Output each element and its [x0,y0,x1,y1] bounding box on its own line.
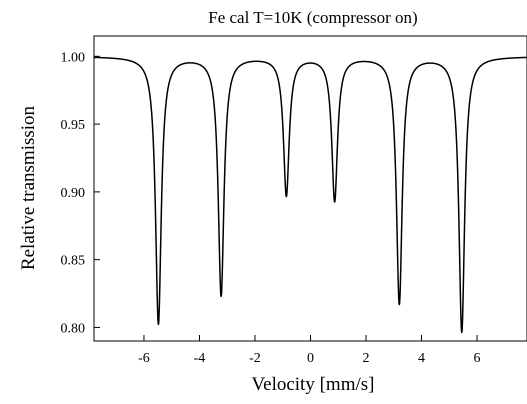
y-tick-label: 0.90 [61,186,86,201]
x-tick-label: -6 [138,351,150,366]
x-axis-ticks: -6 -4 -2 0 2 4 6 [138,335,481,366]
x-tick-label: 2 [363,351,370,366]
x-tick-label: -2 [249,351,261,366]
y-tick-label: 0.95 [61,118,86,133]
y-tick-label: 1.00 [61,50,86,65]
spectrum-line [93,56,527,334]
y-axis-label: Relative transmission [18,105,39,270]
x-axis-label: Velocity [mm/s] [252,374,375,395]
chart-title: Fe cal T=10K (compressor on) [208,8,417,27]
x-tick-label: 4 [418,351,425,366]
x-tick-label: 0 [307,351,314,366]
y-tick-label: 0.80 [61,321,86,336]
x-tick-label: 6 [474,351,481,366]
y-axis-ticks: 0.80 0.85 0.90 0.95 1.00 [61,50,100,336]
y-tick-label: 0.85 [61,254,86,269]
x-tick-label: -4 [194,351,206,366]
